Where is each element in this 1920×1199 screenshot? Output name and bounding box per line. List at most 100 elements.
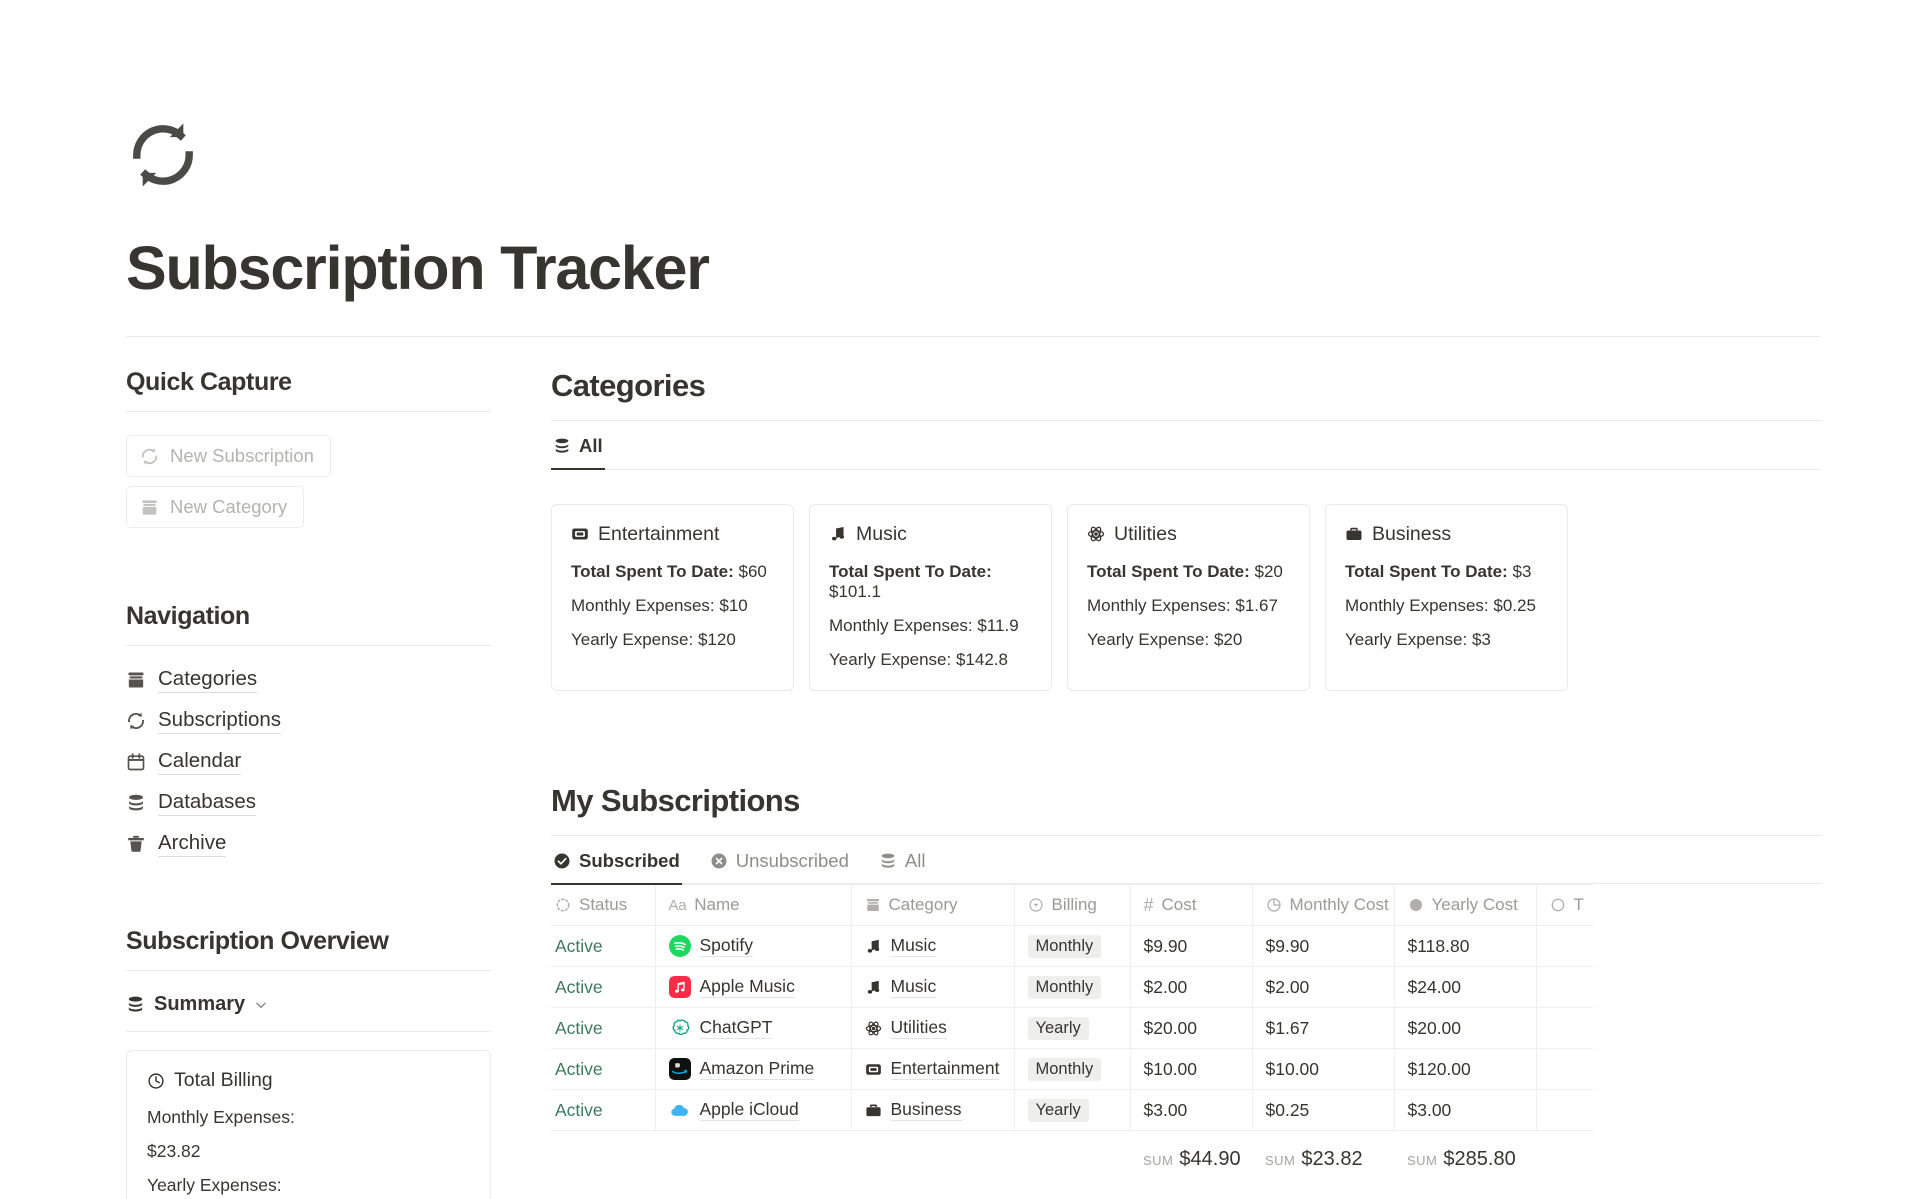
cell-truncated[interactable]: [1536, 1007, 1593, 1050]
column-header-monthly-cost[interactable]: Monthly Cost: [1252, 884, 1395, 927]
column-header-name[interactable]: Aa Name: [655, 884, 852, 927]
new-subscription-button[interactable]: New Subscription: [126, 435, 331, 477]
cell-monthly-cost[interactable]: $9.90: [1252, 925, 1395, 968]
sidebar-item-calendar[interactable]: Calendar: [126, 749, 491, 775]
sum-cost[interactable]: SUM $44.90: [1130, 1131, 1252, 1179]
cell-monthly-cost[interactable]: $1.67: [1252, 1007, 1395, 1050]
column-header-yearly-cost[interactable]: Yearly Cost: [1394, 884, 1537, 927]
yearly-value: $120: [697, 629, 736, 649]
cell-status[interactable]: Active: [551, 966, 656, 1009]
cell-yearly-cost[interactable]: $24.00: [1394, 966, 1537, 1009]
table-row[interactable]: Active Apple iCloud: [551, 1089, 1593, 1132]
cell-truncated[interactable]: [1536, 1048, 1593, 1091]
database-stack-icon: [126, 995, 145, 1014]
cell-category[interactable]: Music: [851, 925, 1015, 968]
navigation-section: Navigation Categories: [126, 602, 491, 857]
table-row[interactable]: Active: [551, 966, 1593, 1009]
column-header-cost[interactable]: # Cost: [1130, 884, 1253, 927]
cell-yearly-cost[interactable]: $3.00: [1394, 1089, 1537, 1132]
cell-category[interactable]: Business: [851, 1089, 1015, 1132]
tab-categories-all[interactable]: All: [551, 421, 605, 470]
total-spent-line: Total Spent To Date: $60: [571, 562, 774, 582]
subscriptions-divider: [551, 834, 1820, 836]
cell-truncated[interactable]: [1536, 1089, 1593, 1132]
sidebar-item-databases[interactable]: Databases: [126, 790, 491, 816]
cell-billing[interactable]: Monthly: [1014, 1048, 1131, 1091]
cell-category[interactable]: Music: [851, 966, 1015, 1009]
cell-category[interactable]: Utilities: [851, 1007, 1015, 1050]
sum-yearly-cost[interactable]: SUM $285.80: [1394, 1131, 1536, 1179]
cell-cost[interactable]: $3.00: [1130, 1089, 1253, 1132]
cell-yearly-cost[interactable]: $120.00: [1394, 1048, 1537, 1091]
new-category-button[interactable]: New Category: [126, 486, 305, 528]
column-header-truncated[interactable]: T: [1536, 884, 1593, 927]
table-row[interactable]: Active: [551, 1048, 1593, 1091]
cell-name[interactable]: Amazon Prime: [655, 1048, 852, 1091]
cell-billing[interactable]: Monthly: [1014, 966, 1131, 1009]
cell-status[interactable]: Active: [551, 1007, 656, 1050]
navigation-divider: [126, 645, 491, 646]
category-name: Business: [890, 1099, 962, 1122]
cell-monthly-cost[interactable]: $2.00: [1252, 966, 1395, 1009]
monthly-value: $11.9: [977, 615, 1019, 635]
sidebar-item-categories[interactable]: Categories: [126, 667, 491, 693]
cell-cost[interactable]: $20.00: [1130, 1007, 1253, 1050]
main-content: Categories All: [491, 368, 1820, 1199]
subscriptions-section: My Subscriptions Subscribed: [551, 783, 1820, 1179]
cell-status[interactable]: Active: [551, 925, 656, 968]
x-circle-icon: [710, 852, 728, 870]
cell-cost[interactable]: $10.00: [1130, 1048, 1253, 1091]
chevron-down-icon[interactable]: [254, 998, 268, 1012]
subscription-name: Apple Music: [699, 976, 795, 999]
cell-monthly-cost[interactable]: $10.00: [1252, 1048, 1395, 1091]
table-row[interactable]: Active Spotify: [551, 925, 1593, 968]
cell-status[interactable]: Active: [551, 1089, 656, 1132]
tab-subscribed[interactable]: Subscribed: [551, 836, 682, 885]
category-card-utilities[interactable]: Utilities Total Spent To Date: $20 Month…: [1067, 503, 1310, 691]
cell-name[interactable]: ChatGPT: [655, 1007, 852, 1050]
subscription-name: ChatGPT: [699, 1017, 773, 1040]
cell-monthly-cost[interactable]: $0.25: [1252, 1089, 1395, 1132]
cell-yearly-cost[interactable]: $20.00: [1394, 1007, 1537, 1050]
sidebar-item-subscriptions[interactable]: Subscriptions: [126, 708, 491, 734]
cell-yearly-cost[interactable]: $118.80: [1394, 925, 1537, 968]
cell-truncated[interactable]: [1536, 966, 1593, 1009]
category-card-music[interactable]: Music Total Spent To Date: $101.1 Monthl…: [809, 503, 1052, 691]
monthly-value: $10: [719, 595, 748, 615]
archive-box-icon: [865, 897, 881, 913]
table-row[interactable]: Active: [551, 1007, 1593, 1050]
category-name: Entertainment: [890, 1058, 1000, 1081]
cell-cost[interactable]: $2.00: [1130, 966, 1253, 1009]
briefcase-icon: [865, 1102, 882, 1119]
sum-monthly-cost[interactable]: SUM $23.82: [1252, 1131, 1394, 1179]
navigation-heading: Navigation: [126, 602, 250, 630]
cell-billing[interactable]: Yearly: [1014, 1007, 1131, 1050]
cell-name[interactable]: Spotify: [655, 925, 852, 968]
sidebar-item-archive[interactable]: Archive: [126, 831, 491, 857]
total-spent-value: $20: [1254, 561, 1283, 581]
category-card-entertainment[interactable]: Entertainment Total Spent To Date: $60 M…: [551, 503, 794, 691]
column-header-billing[interactable]: Billing: [1014, 884, 1131, 927]
cell-cost[interactable]: $9.90: [1130, 925, 1253, 968]
category-card-business[interactable]: Business Total Spent To Date: $3 Monthly…: [1325, 503, 1568, 691]
column-header-status[interactable]: Status: [551, 884, 656, 927]
tab-unsubscribed[interactable]: Unsubscribed: [708, 836, 851, 885]
cell-truncated[interactable]: [1536, 925, 1593, 968]
category-card-title: Entertainment: [571, 523, 774, 546]
subscriptions-table-scroll[interactable]: Status Aa Name: [551, 884, 1593, 1179]
cell-category[interactable]: Entertainment: [851, 1048, 1015, 1091]
column-header-category[interactable]: Category: [851, 884, 1015, 927]
tab-all[interactable]: All: [877, 836, 928, 885]
cell-name[interactable]: Apple iCloud: [655, 1089, 852, 1132]
quick-capture-divider: [126, 411, 491, 412]
cell-billing[interactable]: Yearly: [1014, 1089, 1131, 1132]
cell-status[interactable]: Active: [551, 1048, 656, 1091]
cell-billing[interactable]: Monthly: [1014, 925, 1131, 968]
aa-text-icon: Aa: [668, 896, 687, 914]
monthly-expenses-line: Monthly Expenses: $0.25: [1345, 596, 1548, 616]
summary-toggle[interactable]: Summary: [126, 993, 491, 1016]
cell-name[interactable]: Apple Music: [655, 966, 852, 1009]
archive-box-icon: [140, 498, 159, 517]
billing-pill: Monthly: [1027, 934, 1102, 958]
total-billing-card[interactable]: Total Billing Monthly Expenses: $23.82 Y…: [126, 1050, 491, 1199]
